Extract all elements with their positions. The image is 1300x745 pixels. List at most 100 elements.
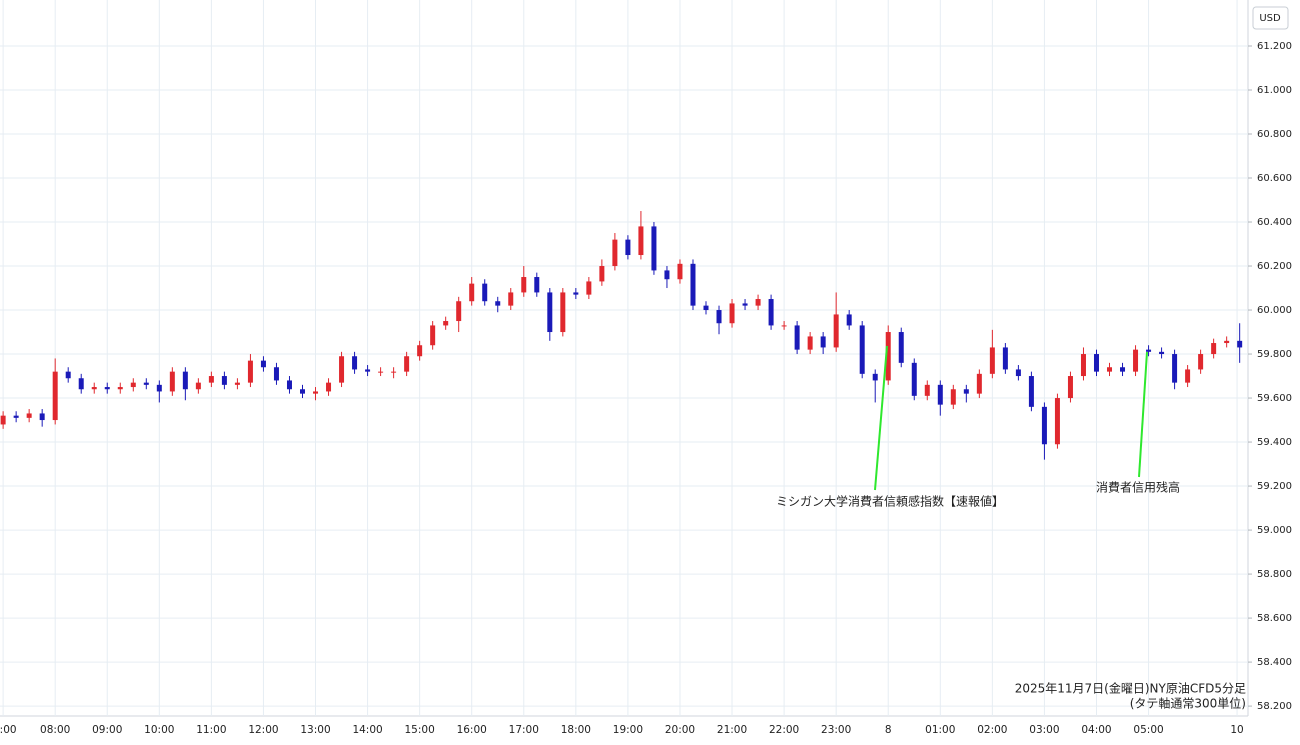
y-tick-label: 58.200 [1257,701,1292,712]
candle-body [443,321,449,326]
candle-body [78,378,84,390]
candle-body [898,332,904,363]
candle-body [937,384,943,405]
candle-body [1120,367,1126,372]
candle-body [482,283,488,302]
candle-body [156,384,162,392]
y-tick-label: 59.600 [1257,393,1292,404]
candle-body [651,226,657,271]
candle-body [1041,406,1047,445]
candle-body [417,345,423,357]
candle-body [1015,369,1021,377]
candle-body [833,314,839,348]
currency-box [1252,6,1289,30]
candle-body [859,325,865,374]
candle-body [326,382,332,392]
candle-body [1146,349,1152,352]
candle-body [13,415,19,418]
annotation-line [1138,351,1148,478]
candle-body [456,301,462,322]
candle-body [989,347,995,374]
candle-body [391,371,397,373]
candle-body [1159,351,1165,355]
candle-body [885,332,891,381]
x-tick-label: 09:00 [92,724,122,736]
y-tick-label: 61.000 [1257,85,1292,96]
y-tick-label: 58.600 [1257,613,1292,624]
chart-title: 2025年11月7日(金曜日)NY原油CFD5分足 [1015,681,1246,696]
candle-body [950,389,956,405]
candle-body [1093,354,1099,372]
candle-body [1237,340,1243,348]
candle-body [469,283,475,302]
candle-body [976,373,982,394]
x-tick-label: 13:00 [300,724,330,736]
candle-body [690,263,696,306]
candle-body [1002,347,1008,370]
candle-body [130,382,136,388]
candle-body [807,336,813,350]
candle-body [508,292,514,306]
candle-body [963,389,969,394]
x-tick-label: 16:00 [457,724,487,736]
currency-label: USD [1259,13,1281,24]
candle-body [1198,354,1204,370]
candle-body [104,387,110,390]
annotation-text: ミシガン大学消費者信頼感指数【速報値】 [776,494,1004,509]
candle-body [195,382,201,390]
candle-body [547,292,553,333]
x-tick-label: 15:00 [405,724,435,736]
candle-body [560,292,566,333]
candle-body [703,305,709,311]
candle-body [65,371,71,379]
candle-body [716,310,722,324]
x-tick-label: 10 [1230,724,1243,736]
x-tick-label: 05:00 [1133,724,1163,736]
candle-body [430,325,436,346]
candle-body [352,356,358,370]
candle-body [0,415,6,425]
candle-body [339,356,345,383]
x-tick-label: 20:00 [665,724,695,736]
candle-body [299,389,305,394]
y-tick-label: 59.800 [1257,349,1292,360]
candle-body [586,281,592,295]
candle-body [313,391,319,394]
candle-body [729,303,735,324]
x-tick-label: 08:00 [40,724,70,736]
candle-body [378,371,384,373]
candle-body [781,325,787,327]
y-tick-label: 60.200 [1257,261,1292,272]
candle-body [221,376,227,385]
candle-body [742,303,748,306]
candle-body [664,270,670,280]
candle-body [1028,376,1034,407]
x-tick-label: 11:00 [196,724,226,736]
x-tick-label: 8 [885,724,892,736]
y-tick-label: 60.600 [1257,173,1292,184]
candle-body [612,239,618,267]
x-tick-label: 03:00 [1029,724,1059,736]
candle-body [52,371,58,421]
x-tick-label: 01:00 [925,724,955,736]
x-tick-label: 18:00 [561,724,591,736]
annotation-text: 消費者信用残高 [1096,480,1180,495]
candle-body [755,299,761,306]
candle-body [39,413,45,421]
candle-body [1107,367,1113,372]
x-tick-label: 19:00 [613,724,643,736]
candle-body [1080,354,1086,377]
candle-body [404,356,410,372]
candle-body [260,360,266,368]
candle-body [1185,369,1191,383]
candle-body [599,266,605,282]
candle-body [573,292,579,295]
candle-body [247,360,253,383]
candle-body [1211,343,1217,355]
y-tick-label: 59.200 [1257,481,1292,492]
x-tick-label: 23:00 [821,724,851,736]
x-tick-label: 14:00 [352,724,382,736]
x-tick-label: 22:00 [769,724,799,736]
candle-body [91,387,97,390]
